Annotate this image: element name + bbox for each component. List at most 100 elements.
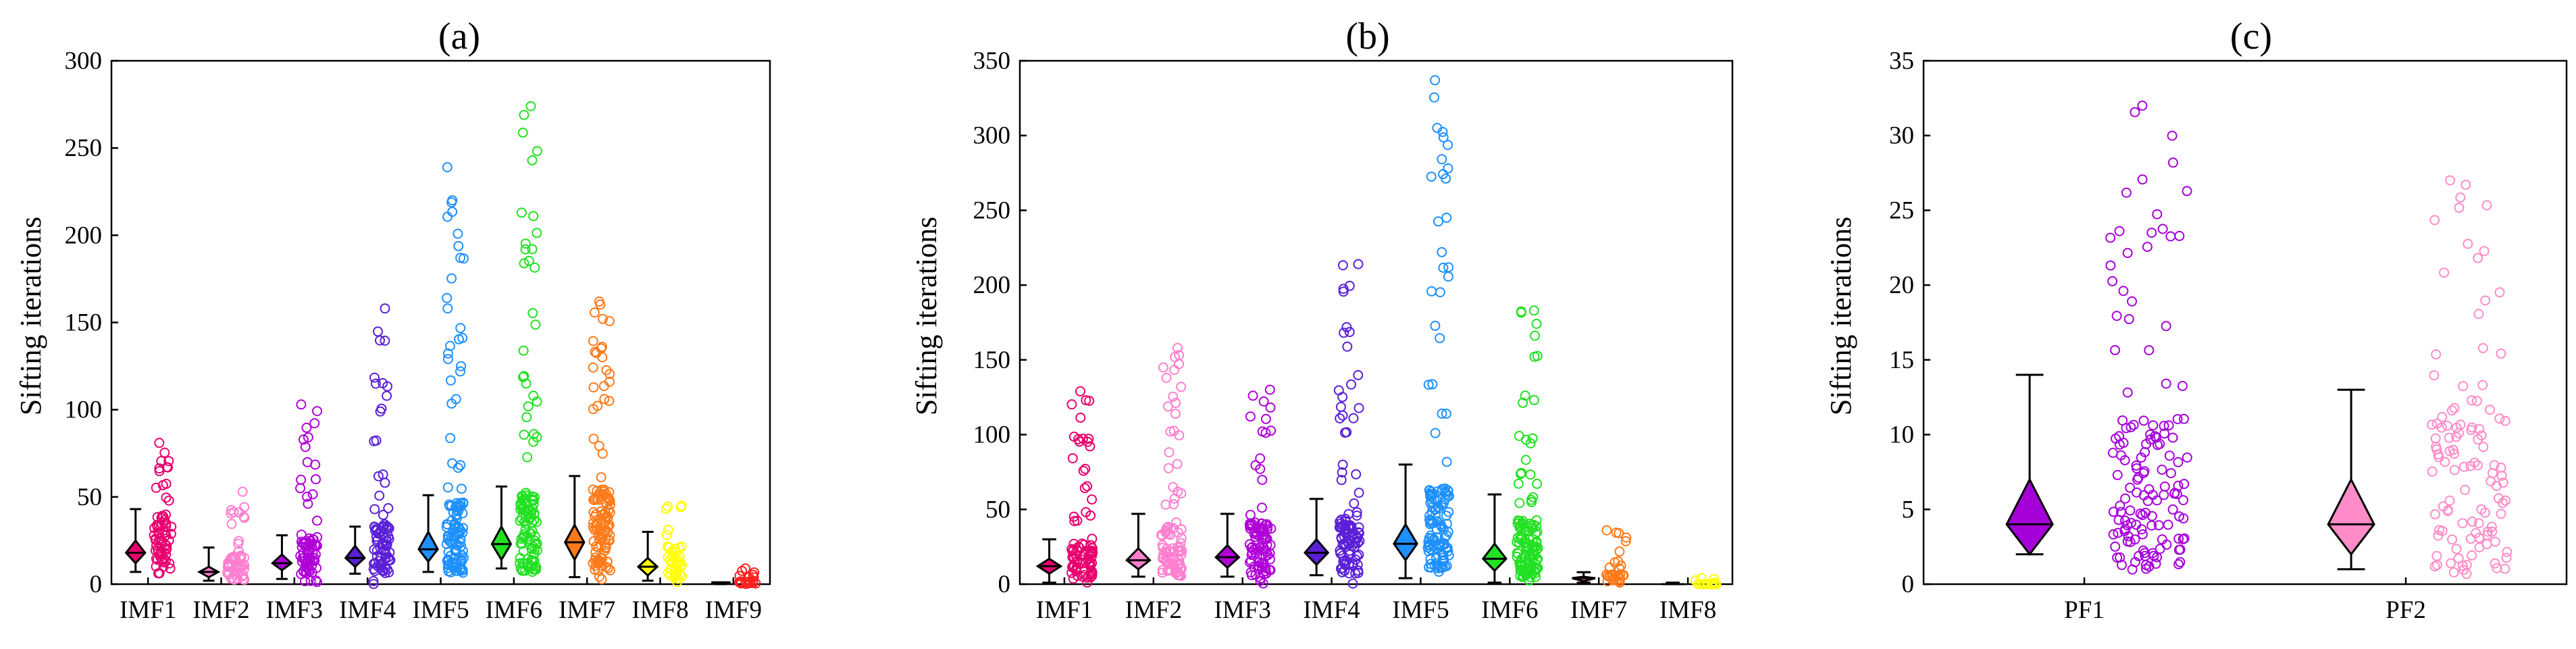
- data-point: [2174, 230, 2185, 241]
- data-point: [1604, 562, 1615, 573]
- data-point: [1158, 362, 1168, 373]
- data-point: [237, 486, 248, 497]
- panel-a: (a) Sifting iterations 0 50 100 150 200 250 30…: [14, 16, 771, 624]
- data-point: [1443, 140, 1453, 151]
- scatter-imf2: [222, 486, 250, 585]
- data-point: [303, 498, 313, 509]
- data-point: [2446, 405, 2457, 416]
- data-point: [604, 396, 615, 407]
- data-point: [1430, 427, 1441, 438]
- data-point: [239, 560, 250, 571]
- data-point: [517, 538, 527, 549]
- data-point: [2107, 448, 2118, 458]
- data-point: [1333, 385, 1344, 396]
- data-point: [2173, 534, 2184, 544]
- data-point: [1441, 212, 1452, 223]
- data-point: [1085, 559, 1096, 569]
- box-imf5: [1393, 522, 1418, 563]
- data-point: [163, 495, 174, 506]
- x-tick-label: IMF1: [1036, 596, 1093, 624]
- whisker-imf4: [1309, 498, 1324, 577]
- data-point: [589, 495, 600, 505]
- data-point: [1170, 409, 1181, 419]
- data-point: [156, 456, 167, 467]
- data-point: [2173, 559, 2184, 569]
- data-point: [1618, 570, 1629, 581]
- data-point: [2182, 452, 2192, 463]
- y-tick-label: 15: [1889, 346, 1914, 374]
- data-point: [2134, 550, 2144, 561]
- data-point: [2488, 468, 2498, 479]
- data-point: [161, 492, 172, 503]
- data-point: [1067, 453, 1078, 464]
- y-tick-label: 20: [1889, 271, 1914, 299]
- data-point: [1246, 550, 1257, 561]
- data-point: [589, 307, 600, 318]
- data-point: [665, 570, 675, 581]
- scatter-imf4: [368, 303, 396, 590]
- whisker-imf1: [130, 508, 142, 573]
- data-point: [446, 273, 457, 284]
- data-point: [376, 560, 386, 570]
- data-point: [527, 244, 538, 255]
- data-point: [458, 523, 469, 534]
- x-tick-label: IMF8: [632, 596, 688, 624]
- data-point: [1443, 163, 1453, 174]
- data-point: [442, 211, 453, 222]
- data-point: [1531, 319, 1542, 329]
- data-point: [596, 343, 607, 354]
- x-tick-label: PF2: [2386, 596, 2426, 624]
- data-point: [1441, 409, 1451, 419]
- data-point: [1172, 459, 1183, 469]
- panel-title-a: (a): [438, 16, 480, 57]
- data-point: [2138, 545, 2148, 556]
- data-point: [1525, 469, 1536, 480]
- data-point: [446, 567, 456, 577]
- data-point: [527, 567, 538, 577]
- x-tick-label: IMF6: [486, 596, 542, 624]
- data-point: [1337, 260, 1348, 271]
- data-point: [2121, 187, 2132, 198]
- x-tick-label: IMF2: [1125, 596, 1182, 624]
- data-point: [1516, 307, 1526, 318]
- data-point: [2161, 540, 2172, 550]
- data-point: [2182, 186, 2192, 197]
- data-point: [2119, 455, 2130, 465]
- data-point: [2448, 567, 2459, 578]
- data-point: [2159, 421, 2169, 432]
- data-point: [737, 565, 748, 576]
- data-point: [1247, 390, 1258, 401]
- data-point: [1255, 464, 1266, 474]
- box-pf1: [2005, 477, 2054, 556]
- data-point: [1250, 517, 1260, 528]
- data-point: [442, 348, 453, 359]
- data-point: [600, 525, 611, 536]
- data-point: [1520, 390, 1530, 401]
- data-point: [528, 211, 539, 222]
- data-point: [2471, 527, 2481, 538]
- data-point: [2477, 380, 2488, 390]
- data-point: [1518, 397, 1528, 408]
- data-point: [457, 550, 467, 561]
- data-point: [1347, 578, 1358, 589]
- data-point: [675, 502, 686, 513]
- data-point: [2165, 468, 2176, 479]
- data-point: [1340, 513, 1351, 524]
- data-point: [1530, 571, 1541, 582]
- data-point: [229, 551, 240, 562]
- data-point: [2130, 534, 2140, 545]
- data-point: [303, 559, 314, 570]
- data-point: [2463, 238, 2473, 249]
- data-point: [598, 313, 608, 324]
- data-point: [2496, 463, 2506, 473]
- data-point: [2444, 495, 2455, 506]
- y-tick-label: 0: [90, 571, 103, 598]
- data-point: [667, 557, 678, 568]
- data-point: [1443, 546, 1453, 556]
- data-point: [1257, 426, 1268, 437]
- data-point: [2429, 215, 2440, 226]
- data-point: [588, 382, 599, 393]
- data-point: [1342, 341, 1353, 352]
- data-point: [1443, 507, 1454, 517]
- data-point: [1529, 394, 1539, 405]
